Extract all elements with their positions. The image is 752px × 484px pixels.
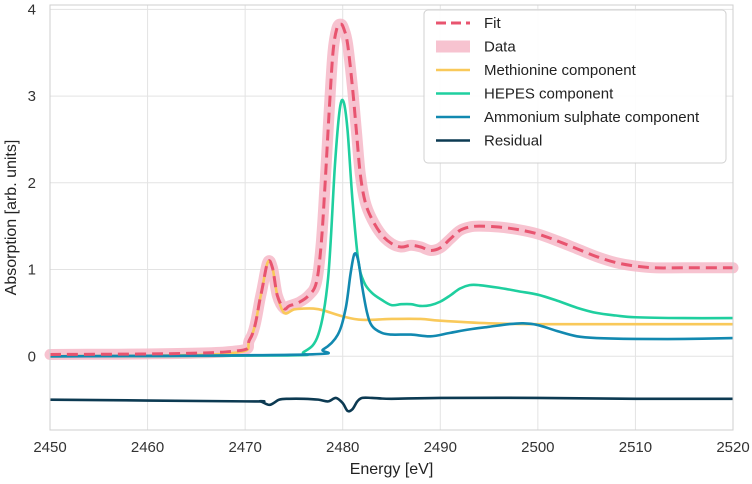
legend-label: Fit: [484, 15, 501, 32]
series-fit-line: [49, 22, 733, 357]
series-group: [44, 18, 739, 413]
legend-label: Residual: [484, 133, 542, 150]
x-axis-label: Energy [eV]: [350, 461, 434, 478]
x-tick-label: 2460: [131, 439, 164, 456]
series-hepes-component-line: [49, 98, 734, 358]
x-tick-label: 2520: [716, 439, 749, 456]
y-tick-label: 1: [28, 262, 36, 279]
y-tick-label: 4: [28, 1, 36, 18]
legend: Fit Data Methionine component HEPES compone…: [423, 9, 727, 164]
plot-frame: [49, 4, 734, 431]
legend-label: Methionine component: [484, 62, 637, 79]
series-residual-line: [49, 396, 734, 413]
y-axis-label: Absorption [arb. units]: [3, 140, 20, 296]
legend-label: Data: [484, 39, 516, 56]
x-tick-label: 2510: [619, 439, 652, 456]
x-tick-label: 2450: [33, 439, 66, 456]
legend-label: HEPES component: [484, 86, 614, 103]
x-tick-label: 2500: [521, 439, 554, 456]
y-tick-label: 3: [28, 88, 36, 105]
y-tick-label: 0: [28, 348, 36, 365]
x-tick-label: 2480: [326, 439, 359, 456]
legend-box: [423, 9, 727, 164]
x-tick-label: 2490: [424, 439, 457, 456]
series-ammonium-sulphate-component-line: [49, 252, 734, 358]
x-tick-label: 2470: [228, 439, 261, 456]
legend-label: Ammonium sulphate component: [484, 109, 700, 126]
tick-labels: 2450 2460 2470 2480 2490 2500 2510 2520 0 1 2 3 4: [28, 1, 750, 456]
y-tick-label: 2: [28, 175, 36, 192]
series-methionine-component-line: [49, 259, 733, 358]
